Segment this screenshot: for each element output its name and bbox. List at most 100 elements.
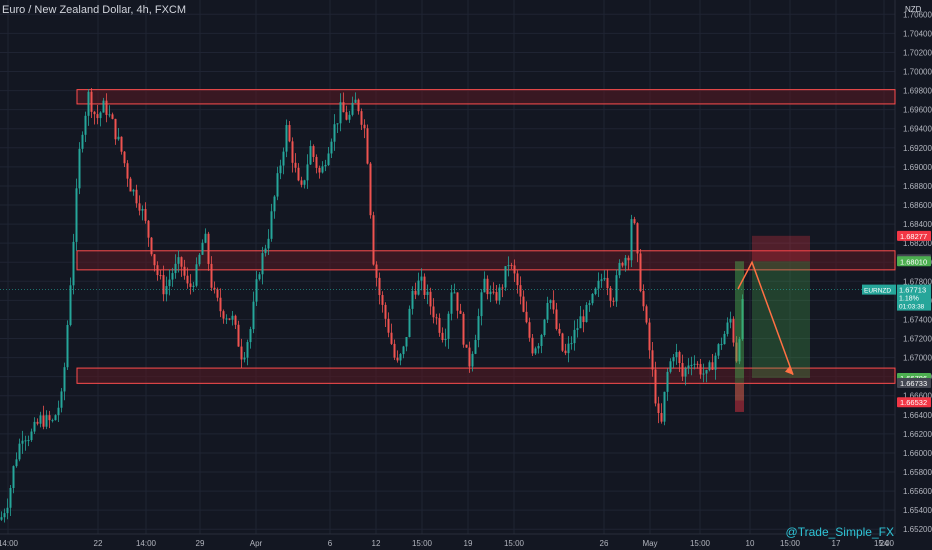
candle-body [738,339,741,362]
candle-body [291,141,294,163]
y-tick-label: 1.67400 [903,315,932,324]
candle-body [210,263,213,288]
candle-body [15,459,18,467]
x-tick-label: 12 [372,539,381,548]
candle-body [717,344,720,356]
candle-body [729,318,732,323]
candle-body [687,365,690,369]
candle-body [465,344,468,348]
candle-body [573,329,576,344]
candle-body [114,118,117,140]
y-tick-label: 1.69200 [903,144,932,153]
candle-body [597,280,600,289]
candle-body [432,306,435,318]
candle-body [54,415,57,421]
candle-body [540,334,543,346]
candle-body [705,370,708,374]
candle-body [564,350,567,354]
candle-body [39,415,42,424]
y-tick-label: 1.68600 [903,201,932,210]
x-tick-label: 14:00 [0,539,19,548]
candle-body [579,316,582,329]
candle-body [561,333,564,351]
candle-body [594,288,597,294]
candle-body [111,114,114,119]
candle-body [234,315,237,325]
y-tick-label: 1.69400 [903,125,932,134]
candle-body [285,125,288,152]
candle-body [258,274,261,280]
candle-body [366,128,369,164]
candle-body [522,296,525,312]
y-tick-label: 1.70600 [903,10,932,19]
candle-body [222,311,225,319]
candle-body [693,363,696,365]
y-tick-label: 1.69000 [903,163,932,172]
entry-target-bar [735,261,744,378]
candle-body [51,420,54,422]
candle-body [606,277,609,289]
candle-body [255,279,258,302]
candle-body [639,253,642,292]
y-tick-label: 1.67200 [903,335,932,344]
candle-body [378,277,381,296]
stop-loss-box [752,235,810,262]
candle-body [411,290,414,309]
candle-body [306,164,309,181]
candle-body [420,276,423,281]
candle-body [447,313,450,339]
candle-body [66,324,69,368]
x-tick-label: 15:00 [874,539,895,548]
candle-body [636,223,639,254]
candle-body [372,215,375,265]
candle-body [309,146,312,165]
candle-body [243,357,246,360]
candle-body [228,318,231,320]
countdown-text: 01:03:38 [899,304,925,311]
candle-body [342,102,345,113]
candle-body [315,156,318,168]
candle-body [516,273,519,286]
candle-body [138,203,141,211]
symbol-badge-text: EURNZD [864,288,891,295]
candle-body [429,291,432,307]
symbol-badge [862,284,896,295]
candle-body [630,219,633,261]
candle-body [183,266,186,276]
candle-body [426,291,429,295]
candle-body [642,291,645,307]
candle-body [519,285,522,297]
candle-body [129,178,132,192]
candle-body [645,306,648,323]
candle-body [219,297,222,312]
candle-body [480,292,483,317]
candle-body [423,276,426,295]
candle-body [330,141,333,154]
candle-body [144,209,147,221]
candle-body [627,257,630,261]
candle-body [270,211,273,239]
x-tick-label: 15:00 [504,539,525,548]
candle-body [348,114,351,120]
price-label-badge [897,397,931,408]
candle-body [303,180,306,185]
candle-body [300,180,303,185]
candle-body [81,134,84,149]
candle-body [354,99,357,103]
resistance-zone-top [76,89,896,105]
candle-body [135,189,138,204]
candle-body [297,167,300,181]
x-tick-label: 6 [328,539,333,548]
y-tick-label: 1.65400 [903,506,932,515]
candle-body [741,299,744,340]
candle-body [72,241,75,286]
candle-body [570,343,573,345]
x-tick-label: Apr [250,539,263,548]
candle-body [396,357,399,361]
chart-title: Euro / New Zealand Dollar, 4h, FXCM [2,4,187,16]
x-tick-label: May [642,539,657,548]
candle-body [405,337,408,347]
candle-body [471,353,474,367]
current-price-badge [897,284,931,311]
